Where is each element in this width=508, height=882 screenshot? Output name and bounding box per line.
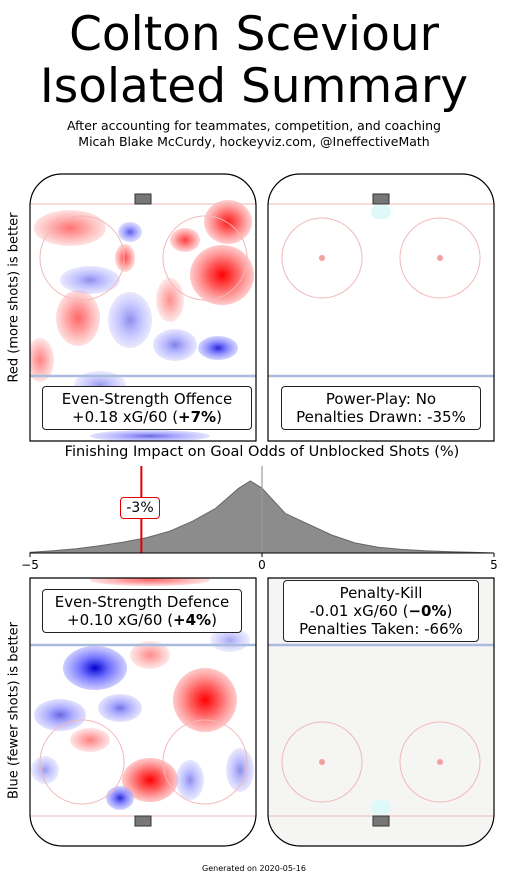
- penalty-kill-value-line: -0.01 xG/60 (−0%): [290, 602, 472, 620]
- player-marker-label: -3%: [120, 497, 160, 519]
- power-play-box: Power-Play: No Penalties Drawn: -35%: [281, 386, 481, 430]
- es-offence-close: ): [216, 408, 222, 426]
- es-offence-pct: +7%: [178, 408, 217, 426]
- es-defence-pct: +4%: [173, 611, 212, 629]
- penalty-kill-close: ): [446, 602, 453, 620]
- penalty-kill-value: -0.01 xG/60 (: [309, 602, 409, 620]
- x-tick-label: −5: [21, 558, 39, 572]
- es-defence-close: ): [211, 611, 217, 629]
- es-offence-value: +0.18 xG/60 (: [72, 408, 179, 426]
- page-title-line2: Isolated Summary: [39, 59, 469, 114]
- x-tick-label: 5: [490, 558, 498, 572]
- finishing-impact-chart: [29, 466, 495, 557]
- es-defence-label: Even-Strength Defence: [54, 593, 230, 611]
- subtitle-line2: Micah Blake McCurdy, hockeyviz.com, @Ine…: [78, 134, 430, 149]
- power-play-status: Power-Play: No: [325, 390, 437, 408]
- es-defence-box: Even-Strength Defence +0.10 xG/60 (+4%): [42, 589, 242, 633]
- es-offence-label: Even-Strength Offence: [61, 390, 233, 408]
- es-defence-value-line: +0.10 xG/60 (+4%): [49, 611, 235, 629]
- penalties-drawn: Penalties Drawn: -35%: [296, 408, 466, 426]
- power-play-rink: [267, 173, 495, 442]
- es-defence-value: +0.10 xG/60 (: [67, 611, 174, 629]
- penalty-kill-box: Penalty-Kill -0.01 xG/60 (−0%) Penalties…: [283, 580, 479, 642]
- penalty-kill-label: Penalty-Kill: [339, 584, 423, 602]
- subtitle-line1: After accounting for teammates, competit…: [67, 118, 441, 133]
- penalty-kill-pct: −0%: [408, 602, 447, 620]
- x-tick-label: 0: [258, 558, 266, 572]
- penalty-kill-rink: [267, 577, 495, 847]
- penalties-taken: Penalties Taken: -66%: [299, 620, 463, 638]
- histogram-title: Finishing Impact on Goal Odds of Unblock…: [64, 444, 460, 460]
- es-offence-box: Even-Strength Offence +0.18 xG/60 (+7%): [42, 386, 252, 430]
- es-defence-rink: [29, 577, 257, 847]
- es-offence-value-line: +0.18 xG/60 (+7%): [49, 408, 245, 426]
- page-title-line1: Colton Sceviour: [69, 7, 439, 62]
- footer-generated: Generated on 2020-05-16: [202, 864, 306, 873]
